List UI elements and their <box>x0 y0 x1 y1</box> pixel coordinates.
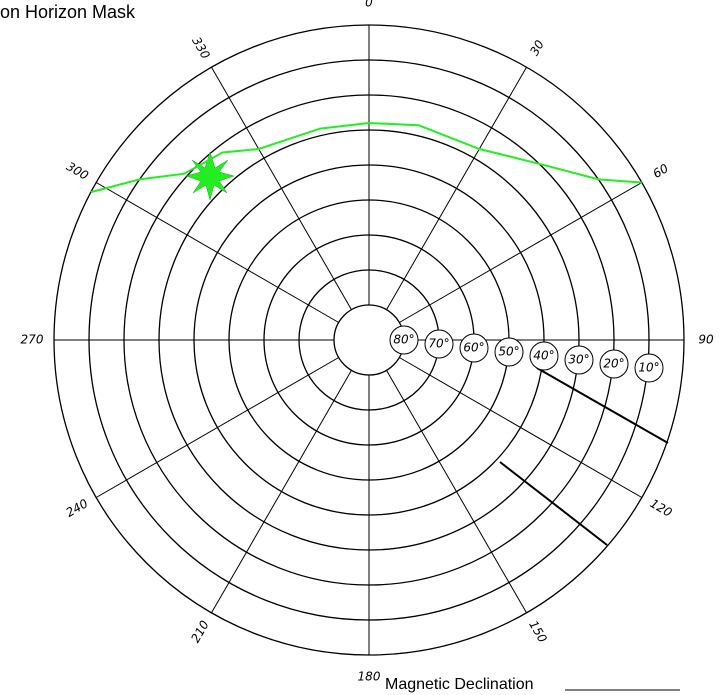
elevation-label: 60° <box>463 341 484 355</box>
azimuth-label: 180 <box>358 670 381 684</box>
footer: Magnetic Declination <box>385 676 534 693</box>
sun-marker <box>185 151 235 201</box>
azimuth-spoke <box>386 66 527 310</box>
elevation-label-ring <box>424 329 454 359</box>
elevation-label-ring <box>529 341 559 371</box>
azimuth-label: 210 <box>188 618 212 645</box>
azimuth-label: 90 <box>698 333 714 347</box>
elevation-label: 50° <box>498 345 519 359</box>
azimuth-label: 60 <box>650 161 671 181</box>
elevation-label: 10° <box>638 361 659 375</box>
elevation-label: 30° <box>568 353 589 367</box>
elevation-label-ring <box>459 333 489 363</box>
elevation-label-ring <box>599 349 629 379</box>
azimuth-spoke <box>399 182 643 323</box>
azimuth-spoke <box>95 357 339 498</box>
elevation-label: 70° <box>428 337 449 351</box>
elevation-label-ring <box>494 337 524 367</box>
horizon-line <box>90 121 642 194</box>
azimuth-label: 120 <box>648 496 675 520</box>
elevation-label: 20° <box>603 357 624 371</box>
azimuth-spoke <box>399 357 643 498</box>
azimuth-label: 30 <box>527 37 547 58</box>
azimuth-label: 0 <box>365 0 373 10</box>
azimuth-spoke <box>95 182 339 323</box>
azimuth-label: 270 <box>21 333 44 347</box>
elevation-label: 80° <box>393 333 414 347</box>
azimuth-label: 150 <box>526 618 550 645</box>
azimuth-label: 240 <box>63 496 90 520</box>
azimuth-spoke <box>211 370 352 614</box>
declination-line <box>536 367 669 444</box>
title: on Horizon Mask <box>0 2 136 22</box>
azimuth-spoke <box>211 66 352 310</box>
azimuth-label: 330 <box>189 34 213 61</box>
elevation-label-ring <box>634 353 664 383</box>
declination-line <box>499 461 608 546</box>
grid <box>53 24 685 656</box>
elevation-label: 40° <box>533 349 554 363</box>
azimuth-label: 300 <box>64 159 91 183</box>
elevation-label-ring <box>564 345 594 375</box>
azimuth-spoke <box>386 370 527 614</box>
elevation-label-ring <box>389 325 419 355</box>
